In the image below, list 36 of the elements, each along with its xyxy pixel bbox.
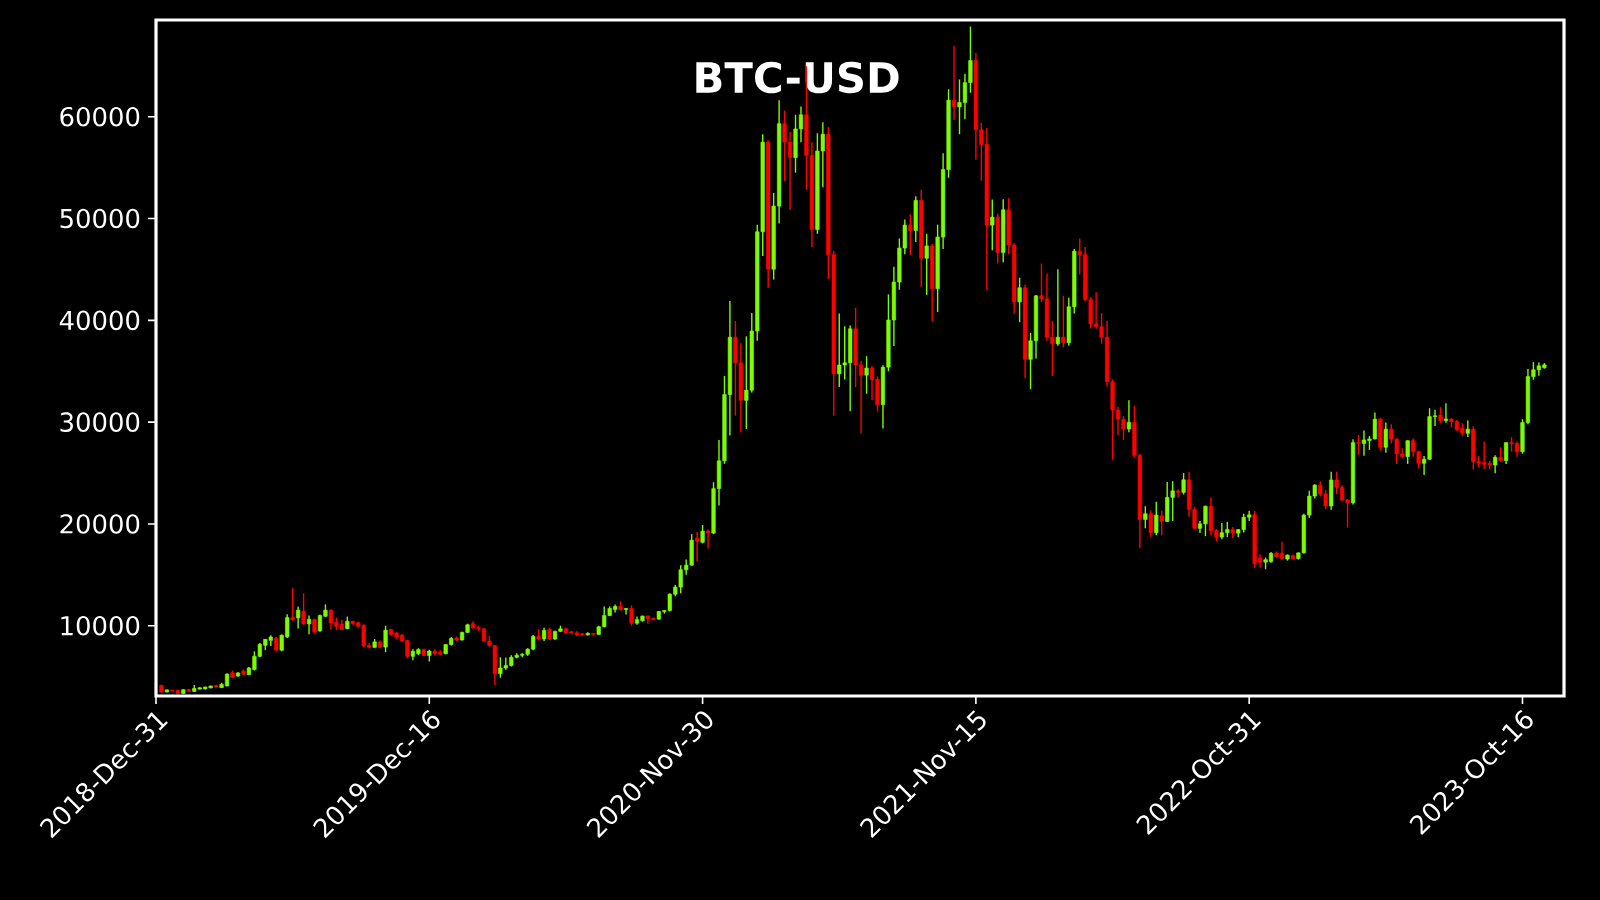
- y-tick-label: 30000: [60, 412, 140, 432]
- candlestick: [1154, 501, 1159, 536]
- candlestick: [301, 592, 306, 626]
- candlestick: [951, 45, 957, 121]
- candlestick: [306, 614, 312, 635]
- candlestick: [1356, 434, 1361, 456]
- y-tick-label: 10000: [61, 615, 140, 636]
- candlestick: [1181, 472, 1186, 496]
- candlestick: [1143, 505, 1148, 530]
- candlestick: [1148, 509, 1153, 538]
- candlestick: [290, 587, 295, 622]
- candlestick: [908, 213, 913, 256]
- candlestick: [1061, 295, 1066, 349]
- candlestick: [1159, 510, 1164, 536]
- candlestick: [1383, 421, 1388, 454]
- y-tick-label: 20000: [60, 514, 140, 534]
- candlestick: [990, 198, 995, 251]
- candlestick: [695, 531, 700, 563]
- candlestick: [296, 605, 301, 630]
- y-tick-label: 60000: [60, 106, 140, 127]
- candlestick: [1503, 441, 1509, 465]
- candlestick: [864, 355, 869, 395]
- y-tick-label: 40000: [59, 310, 140, 331]
- candlestick: [924, 233, 929, 296]
- candlestick: [1017, 276, 1022, 323]
- candlestick: [629, 604, 634, 627]
- candlestick: [1055, 268, 1060, 347]
- candlestick: [1126, 399, 1132, 434]
- candlestick: [1176, 488, 1181, 499]
- y-tick-label: 50000: [60, 208, 140, 229]
- candlestick: [1465, 419, 1470, 438]
- candlestick: [623, 607, 629, 616]
- candlestick: [383, 625, 388, 653]
- candlestick: [1443, 402, 1449, 424]
- candlestick: [1405, 439, 1410, 465]
- candlestick: [1493, 454, 1498, 474]
